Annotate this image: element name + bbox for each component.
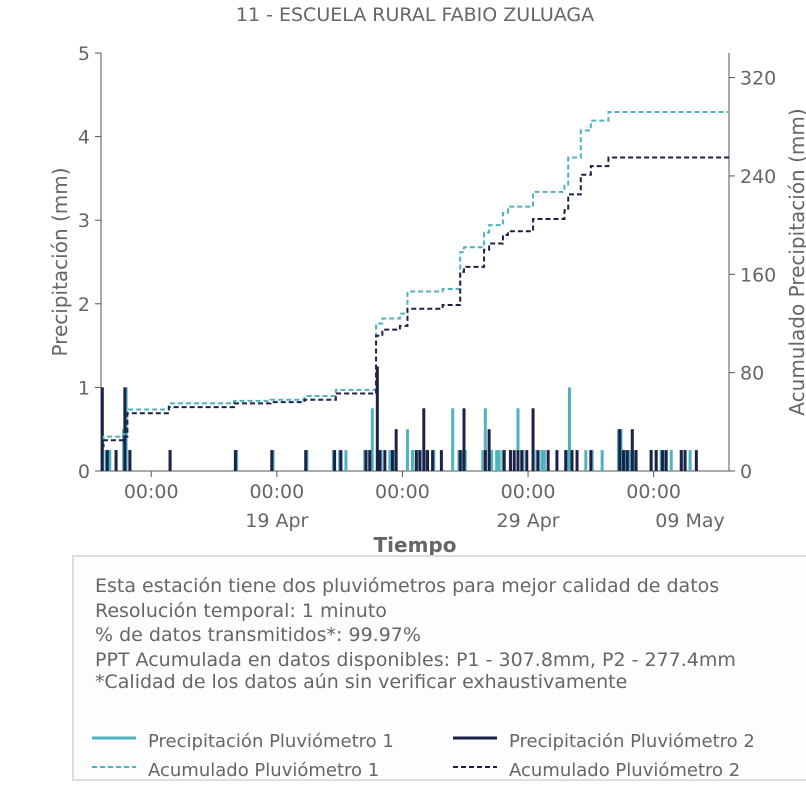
legend-swatch-precip-1 [92, 736, 136, 740]
x-tick-time-label: 00:00 [501, 481, 556, 503]
info-legend-box: Esta estación tiene dos pluviómetros par… [72, 555, 806, 781]
legend-label-precip-1: Precipitación Pluviómetro 1 [148, 731, 394, 752]
left-tick-label: 1 [78, 377, 90, 399]
right-tick-label: 0 [740, 461, 752, 483]
left-tick-label: 3 [78, 210, 90, 232]
rainfall-chart: 11 - ESCUELA RURAL FABIO ZULUAGA 0 1 2 3 4 5 0 8… [48, 4, 806, 557]
chart-title: 11 - ESCUELA RURAL FABIO ZULUAGA [236, 4, 594, 26]
x-tick-date-label: 09 May [655, 510, 725, 532]
legend-label-accum-1: Acumulado Pluviómetro 1 [148, 760, 380, 781]
left-tick-label: 0 [78, 461, 90, 483]
legend-label-precip-2: Precipitación Pluviómetro 2 [509, 731, 755, 752]
x-axis-label: Tiempo [374, 533, 457, 557]
info-line-quality-note: *Calidad de los datos aún sin verificar … [95, 671, 628, 693]
x-tick-date-label: 19 Apr [245, 510, 308, 532]
legend-swatch-precip-2 [453, 736, 497, 740]
legend-label-accum-2: Acumulado Pluviómetro 2 [509, 760, 741, 781]
x-tick-time-label: 00:00 [249, 481, 304, 503]
info-line-transmitted: % de datos transmitidos*: 99.97% [95, 624, 421, 646]
info-line-two-gauges: Esta estación tiene dos pluviómetros par… [95, 575, 720, 597]
left-tick-label: 4 [78, 127, 90, 149]
left-tick-label: 5 [78, 43, 90, 65]
right-tick-label: 320 [740, 68, 776, 90]
y-axis-label: Precipitación (mm) [48, 167, 72, 356]
x-tick-date-label: 29 Apr [496, 510, 559, 532]
legend-swatch-accum-1 [92, 766, 136, 768]
accum-1-line [101, 111, 729, 448]
left-tick-label: 2 [78, 294, 90, 316]
x-tick-time-label: 00:00 [626, 481, 681, 503]
info-line-accumulated: PPT Acumulada en datos disponibles: P1 -… [95, 649, 736, 671]
right-tick-label: 80 [740, 363, 764, 385]
legend-swatch-accum-2 [453, 766, 497, 768]
right-tick-label: 160 [740, 264, 776, 286]
right-tick-label: 240 [740, 166, 776, 188]
x-tick-time-label: 00:00 [124, 481, 179, 503]
info-line-resolution: Resolución temporal: 1 minuto [95, 600, 387, 622]
accum-2-line [101, 156, 729, 448]
x-tick-time-label: 00:00 [375, 481, 430, 503]
y2-axis-label: Acumulado Precipitación (mm) [785, 108, 806, 415]
